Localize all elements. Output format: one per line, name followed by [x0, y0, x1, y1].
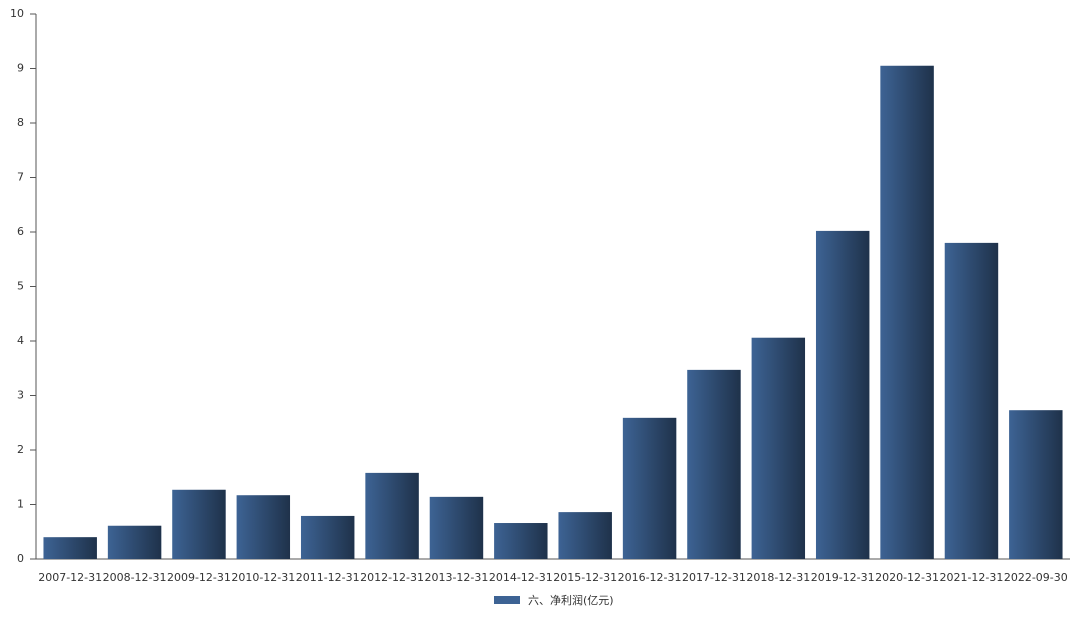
- x-tick-label: 2021-12-31: [939, 571, 1003, 584]
- x-tick-label: 2015-12-31: [553, 571, 617, 584]
- legend-swatch: [494, 596, 520, 604]
- x-tick-label: 2017-12-31: [682, 571, 746, 584]
- x-tick-label: 2018-12-31: [746, 571, 810, 584]
- x-tick-label: 2014-12-31: [489, 571, 553, 584]
- bar-shade: [365, 472, 419, 559]
- y-tick-label: 6: [17, 225, 24, 238]
- x-tick-label: 2008-12-31: [103, 571, 167, 584]
- x-tick-label: 2022-09-30: [1004, 571, 1068, 584]
- x-tick-label: 2016-12-31: [618, 571, 682, 584]
- x-tick-label: 2020-12-31: [875, 571, 939, 584]
- bar-shade: [1009, 410, 1063, 559]
- y-tick-label: 3: [17, 389, 24, 402]
- bar-shade: [43, 537, 97, 559]
- y-tick-label: 5: [17, 280, 24, 293]
- bar-shade: [751, 337, 806, 559]
- y-tick-label: 0: [17, 552, 24, 565]
- bar-shade: [236, 495, 291, 559]
- y-tick-label: 2: [17, 443, 24, 456]
- x-tick-label: 2009-12-31: [167, 571, 231, 584]
- bar-shade: [172, 489, 226, 559]
- y-tick-label: 7: [17, 171, 24, 184]
- y-tick-label: 1: [17, 498, 24, 511]
- x-tick-label: 2011-12-31: [296, 571, 360, 584]
- bar-shade: [944, 242, 999, 559]
- bar-shade: [494, 523, 548, 559]
- y-tick-label: 4: [17, 334, 24, 347]
- y-tick-label: 10: [10, 7, 24, 20]
- x-tick-label: 2010-12-31: [231, 571, 295, 584]
- bar-shade: [622, 417, 677, 559]
- bar-shade: [687, 369, 741, 559]
- bar-shade: [300, 515, 355, 559]
- x-tick-label: 2012-12-31: [360, 571, 424, 584]
- y-tick-label: 8: [17, 116, 24, 129]
- x-tick-label: 2013-12-31: [424, 571, 488, 584]
- x-tick-label: 2019-12-31: [811, 571, 875, 584]
- bar-shade: [815, 230, 870, 559]
- x-tick-label: 2007-12-31: [38, 571, 102, 584]
- bar-shade: [107, 525, 162, 559]
- bar-shade: [429, 496, 484, 559]
- y-tick-label: 9: [17, 62, 24, 75]
- bar-shade: [558, 512, 612, 559]
- bar-shade: [880, 65, 934, 560]
- legend-label: 六、净利润(亿元): [528, 593, 614, 607]
